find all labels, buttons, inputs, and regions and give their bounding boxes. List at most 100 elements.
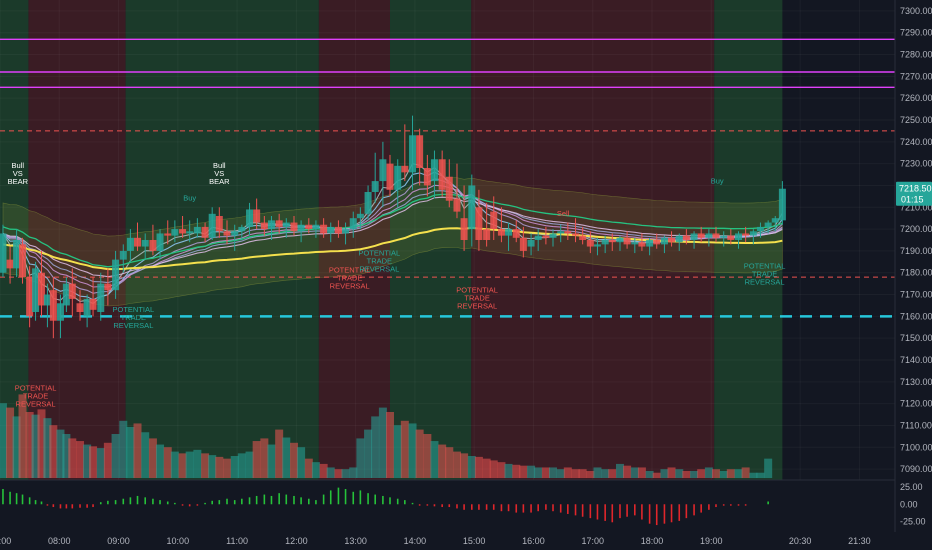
candle-body-3 xyxy=(19,244,27,278)
candle-body-30 xyxy=(208,213,216,238)
candle-body-48 xyxy=(342,229,350,234)
volume-bar-82 xyxy=(593,467,602,478)
candle-body-102 xyxy=(742,233,750,236)
candle-body-34 xyxy=(238,226,246,232)
annotation-0: Bull VS BEAR xyxy=(8,161,29,186)
candle-body-70 xyxy=(505,229,513,236)
price-tick-label-6: 7240.00 xyxy=(900,137,932,147)
price-tick-label-14: 7160.00 xyxy=(900,311,932,321)
candle-body-68 xyxy=(490,211,498,230)
candle-body-11 xyxy=(68,283,76,299)
candle-body-19 xyxy=(126,237,134,251)
candle-body-97 xyxy=(705,233,713,238)
time-tick-label-14: 21:30 xyxy=(848,536,871,546)
volume-bar-105 xyxy=(764,458,773,478)
candle-body-22 xyxy=(149,240,157,251)
candle-body-7 xyxy=(43,294,51,306)
candle-body-87 xyxy=(631,242,639,245)
candle-body-101 xyxy=(735,233,743,240)
candle-body-29 xyxy=(201,226,209,238)
ribbon-line-4 xyxy=(2,190,783,284)
candle-body-84 xyxy=(608,240,616,243)
ribbon-line-5 xyxy=(2,196,783,278)
volume-bar-93 xyxy=(675,469,684,478)
volume-bar-17 xyxy=(111,434,120,478)
candle-body-39 xyxy=(275,220,283,227)
volume-bar-61 xyxy=(438,444,447,478)
price-tick-label-17: 7130.00 xyxy=(900,377,932,387)
volume-bar-94 xyxy=(682,470,691,478)
time-tick-label-3: 10:00 xyxy=(167,536,190,546)
volume-bar-91 xyxy=(660,469,669,478)
candle-body-95 xyxy=(690,233,698,240)
candle-body-25 xyxy=(171,229,179,236)
candle-body-55 xyxy=(394,165,402,190)
candle-body-38 xyxy=(267,220,275,230)
volume-bar-77 xyxy=(556,469,565,478)
candle-body-12 xyxy=(76,303,84,312)
volume-bar-83 xyxy=(601,469,610,478)
annotation-8: POTENTIAL TRADE REVERSAL xyxy=(358,248,400,273)
volume-bar-50 xyxy=(356,438,365,478)
candle-body-76 xyxy=(549,233,557,238)
candle-body-103 xyxy=(749,231,757,236)
candle-body-41 xyxy=(290,222,298,232)
oscillator-tick-label-2: -25.00 xyxy=(900,517,926,527)
oscillator-histogram xyxy=(0,479,932,532)
candle-body-2 xyxy=(13,240,21,269)
candle-body-44 xyxy=(312,224,320,230)
volume-bar-48 xyxy=(341,469,350,478)
volume-bar-88 xyxy=(637,467,646,478)
volume-bar-76 xyxy=(549,467,558,478)
time-axis-bg xyxy=(0,532,932,550)
price-tick-label-11: 7190.00 xyxy=(900,246,932,256)
volume-bar-21 xyxy=(141,432,150,478)
volume-bar-75 xyxy=(541,467,550,478)
candle-body-18 xyxy=(119,250,127,260)
annotation-6: POTENTIAL TRADE REVERSAL xyxy=(113,305,155,330)
candle-body-91 xyxy=(660,237,668,245)
candle-body-60 xyxy=(430,159,438,182)
volume-bar-81 xyxy=(586,470,595,478)
volume-bar-22 xyxy=(148,438,157,478)
candle-body-57 xyxy=(409,135,417,173)
candle-body-107 xyxy=(778,188,786,221)
annotation-10: POTENTIAL TRADE REVERSAL xyxy=(744,261,786,286)
oscillator-tick-label-1: 0.00 xyxy=(900,499,918,509)
volume-bar-35 xyxy=(245,451,254,478)
candle-body-17 xyxy=(112,259,120,291)
time-tick-label-6: 13:00 xyxy=(344,536,367,546)
candle-body-83 xyxy=(601,240,609,245)
candle-body-58 xyxy=(416,135,424,168)
annotation-2: Buy xyxy=(183,194,196,203)
candle-body-81 xyxy=(586,240,594,247)
candle-body-14 xyxy=(89,298,97,310)
volume-bar-3 xyxy=(18,394,27,478)
volume-bar-100 xyxy=(726,469,735,478)
candle-body-98 xyxy=(712,233,720,238)
candle-body-46 xyxy=(327,226,335,234)
volume-bars xyxy=(0,394,773,478)
volume-bar-12 xyxy=(76,441,85,478)
volume-bar-54 xyxy=(386,412,395,478)
volume-bar-31 xyxy=(215,456,224,478)
candle-body-77 xyxy=(557,231,565,234)
volume-bar-29 xyxy=(201,453,210,478)
candle-body-8 xyxy=(49,290,57,321)
volume-bar-101 xyxy=(734,469,743,478)
price-tick-label-15: 7150.00 xyxy=(900,333,932,343)
candle-body-73 xyxy=(527,240,535,247)
volume-bar-70 xyxy=(504,463,513,478)
volume-bar-47 xyxy=(334,469,343,478)
candle-body-96 xyxy=(697,233,705,238)
candle-body-40 xyxy=(282,222,290,227)
volume-bar-71 xyxy=(512,464,521,478)
candle-body-50 xyxy=(356,213,364,219)
volume-bar-20 xyxy=(133,423,142,478)
candle-body-71 xyxy=(512,229,520,238)
volume-bar-64 xyxy=(460,453,469,478)
candle-body-47 xyxy=(334,226,342,234)
candle-body-72 xyxy=(519,237,527,251)
volume-bar-95 xyxy=(690,470,699,478)
